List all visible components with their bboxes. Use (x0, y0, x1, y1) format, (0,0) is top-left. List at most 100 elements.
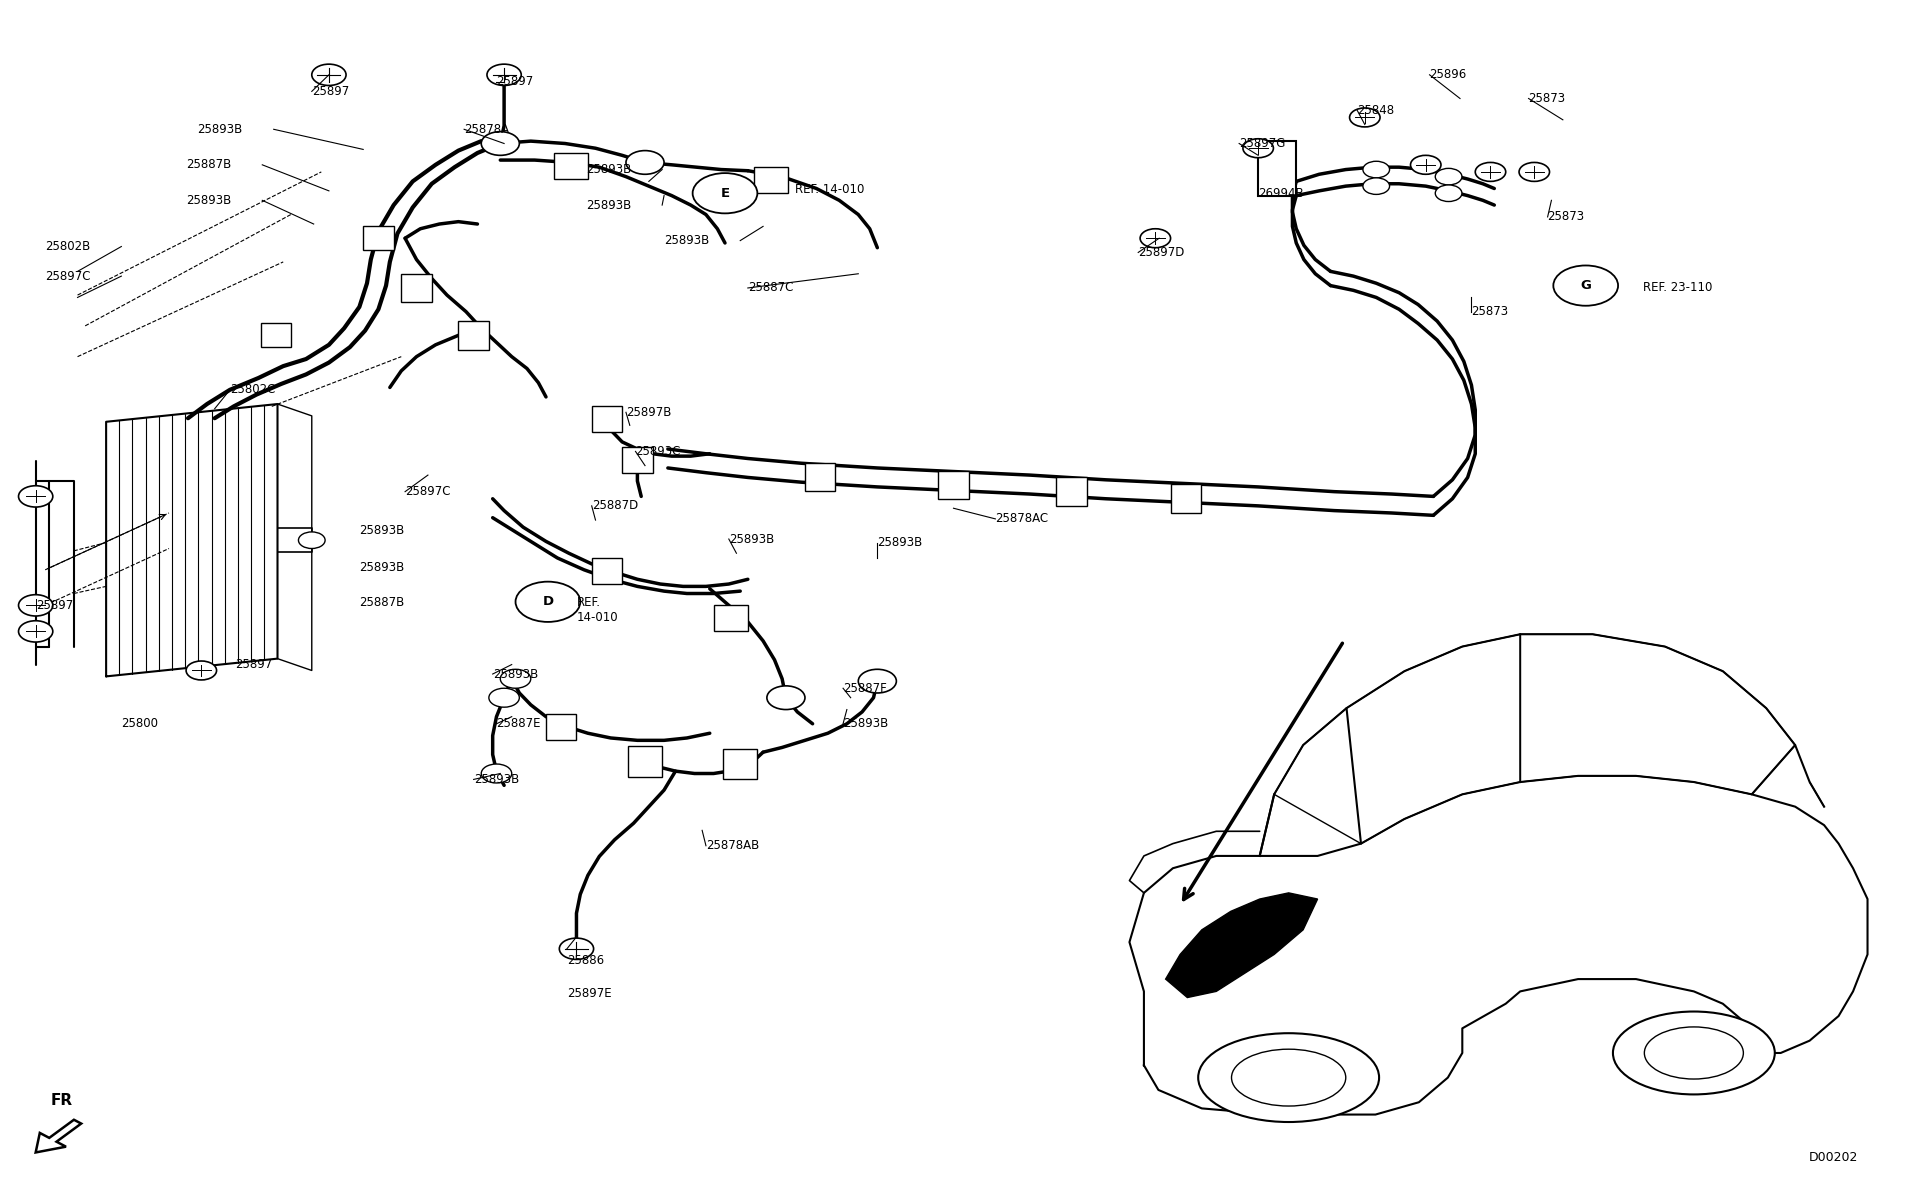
Circle shape (1436, 185, 1463, 202)
Text: 25887F: 25887F (843, 681, 887, 694)
Text: 25893B: 25893B (877, 537, 923, 550)
Text: 25893B: 25893B (473, 773, 519, 786)
Circle shape (481, 132, 519, 155)
Circle shape (19, 621, 53, 642)
Text: 25897B: 25897B (625, 406, 671, 419)
Text: 25896: 25896 (1430, 69, 1466, 82)
Text: 25887E: 25887E (496, 717, 542, 730)
Text: 25800: 25800 (122, 717, 158, 730)
Text: 26994B: 26994B (1259, 186, 1304, 199)
Text: 25893B: 25893B (585, 163, 631, 176)
Bar (713, 605, 748, 631)
Text: FR: FR (51, 1093, 72, 1107)
Text: 25897C: 25897C (46, 269, 92, 283)
Bar (364, 227, 395, 250)
Circle shape (767, 686, 805, 710)
Text: 25893B: 25893B (359, 525, 404, 538)
Circle shape (1411, 155, 1442, 174)
Text: 25878AB: 25878AB (706, 839, 759, 852)
Bar (1171, 484, 1201, 513)
Circle shape (500, 669, 530, 688)
Circle shape (1140, 229, 1171, 248)
Circle shape (486, 64, 521, 85)
Circle shape (481, 764, 511, 783)
Circle shape (187, 661, 217, 680)
Text: 25873: 25873 (1529, 93, 1566, 104)
Text: 25893B: 25893B (187, 193, 231, 207)
Bar (458, 322, 488, 349)
Text: 25897: 25897 (496, 76, 534, 88)
Bar (591, 406, 622, 432)
Ellipse shape (1613, 1011, 1775, 1094)
Circle shape (1243, 139, 1274, 158)
Text: 25878AC: 25878AC (995, 513, 1049, 526)
Text: REF.
14-010: REF. 14-010 (576, 596, 618, 624)
Text: 25897: 25897 (236, 658, 273, 671)
Text: E: E (721, 186, 730, 199)
Text: D00202: D00202 (1808, 1151, 1857, 1164)
Ellipse shape (1232, 1049, 1346, 1106)
Circle shape (1350, 108, 1381, 127)
Circle shape (858, 669, 896, 693)
Text: G: G (1581, 279, 1590, 292)
Text: 25887C: 25887C (748, 281, 793, 294)
Text: 25897: 25897 (36, 599, 72, 611)
Ellipse shape (1198, 1033, 1379, 1122)
Circle shape (19, 595, 53, 616)
Text: 25897C: 25897C (404, 485, 450, 499)
Text: 25893B: 25893B (585, 198, 631, 211)
Text: 25893B: 25893B (359, 561, 404, 575)
Circle shape (1520, 163, 1550, 182)
Text: 25893B: 25893B (843, 717, 889, 730)
Circle shape (625, 151, 664, 174)
Bar (1259, 141, 1297, 196)
Bar (545, 715, 576, 741)
Text: REF. 14-010: REF. 14-010 (795, 183, 866, 196)
Text: 25893C: 25893C (635, 445, 681, 458)
Circle shape (1436, 169, 1463, 185)
Circle shape (1364, 178, 1390, 195)
Text: 25893B: 25893B (728, 533, 774, 546)
Circle shape (692, 173, 757, 214)
Text: 25878A: 25878A (463, 122, 509, 135)
Text: 25897G: 25897G (1240, 137, 1285, 150)
Bar (591, 558, 622, 584)
Bar (622, 446, 652, 472)
Text: 25802C: 25802C (231, 383, 275, 396)
Text: 25886: 25886 (566, 954, 605, 967)
Text: 25897D: 25897D (1138, 246, 1184, 259)
FancyArrow shape (36, 1119, 82, 1153)
Bar (723, 749, 757, 780)
Bar (938, 470, 969, 499)
Text: 25887B: 25887B (359, 597, 404, 609)
Text: 25897E: 25897E (566, 988, 612, 1001)
Text: D: D (542, 596, 553, 608)
Circle shape (1554, 266, 1617, 306)
Bar (805, 463, 835, 491)
Text: 25873: 25873 (1472, 305, 1508, 318)
Text: 25897: 25897 (311, 85, 349, 97)
Bar (627, 747, 662, 777)
Text: REF. 23-110: REF. 23-110 (1642, 281, 1712, 294)
Bar (400, 274, 431, 303)
Circle shape (19, 485, 53, 507)
Circle shape (488, 688, 519, 707)
Bar (1056, 477, 1087, 506)
Text: 25848: 25848 (1358, 103, 1394, 116)
Bar (753, 167, 788, 193)
Ellipse shape (1644, 1027, 1743, 1079)
Text: 25893B: 25893B (664, 234, 709, 247)
Circle shape (559, 938, 593, 959)
Text: 25802B: 25802B (46, 240, 90, 253)
Bar (553, 153, 587, 179)
Text: 25893B: 25893B (198, 122, 242, 135)
Circle shape (515, 582, 580, 622)
Text: 25873: 25873 (1548, 210, 1585, 223)
Circle shape (1476, 163, 1507, 182)
Circle shape (311, 64, 345, 85)
Bar (261, 323, 292, 347)
Text: 25887B: 25887B (187, 158, 231, 171)
Circle shape (299, 532, 324, 548)
Polygon shape (1165, 893, 1318, 997)
Text: 25887D: 25887D (591, 500, 639, 513)
